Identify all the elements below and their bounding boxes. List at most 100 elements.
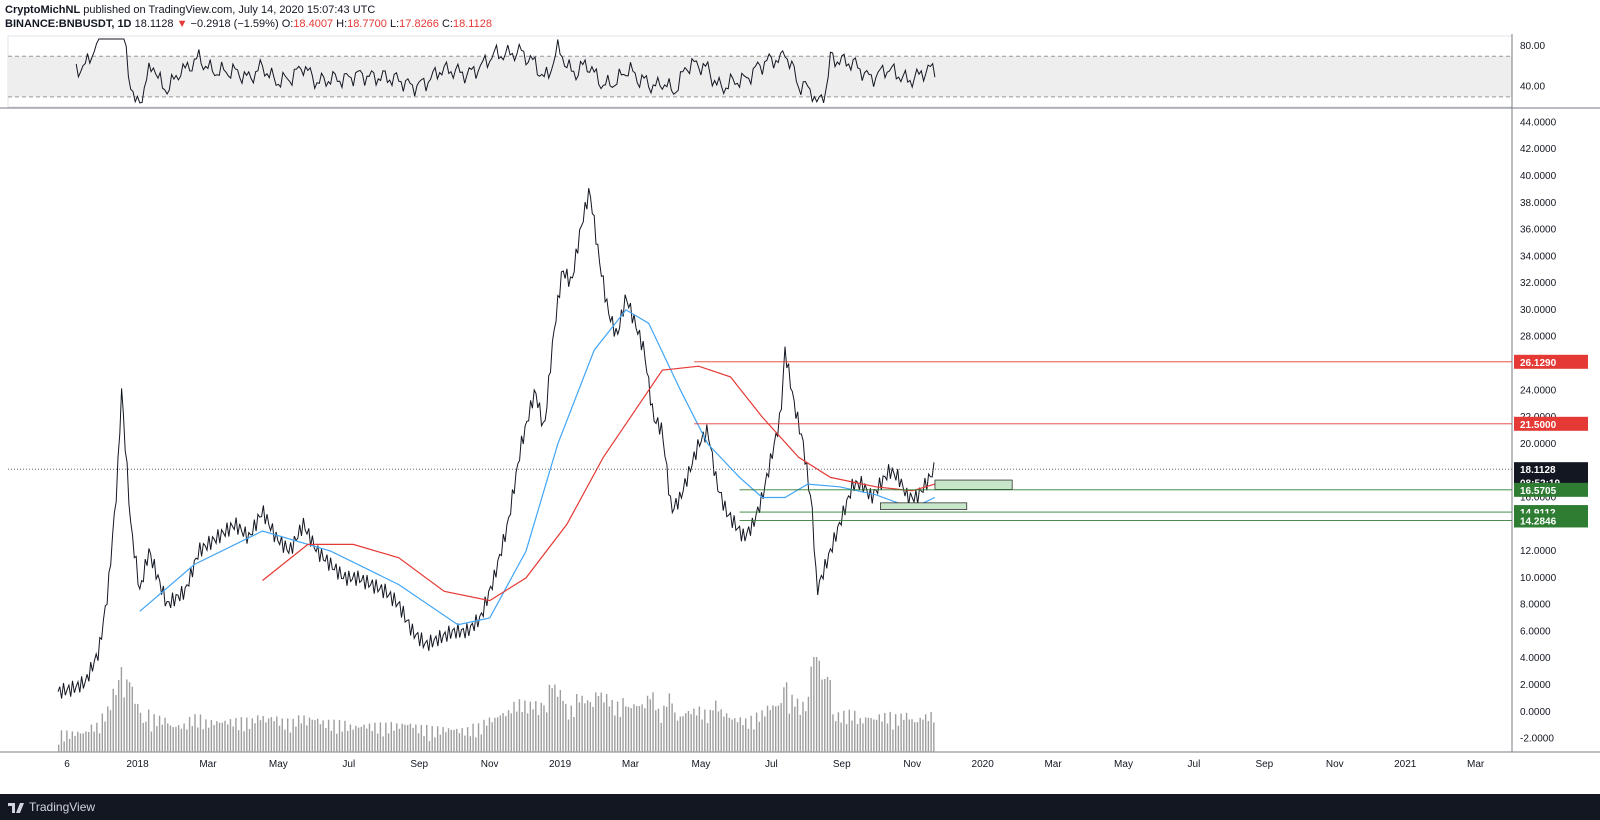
volume-bar bbox=[472, 723, 474, 752]
volume-bar bbox=[156, 726, 158, 752]
volume-bar bbox=[295, 726, 297, 752]
volume-bar bbox=[723, 716, 725, 752]
volume-bar bbox=[559, 690, 562, 752]
volume-bar bbox=[777, 705, 780, 752]
volume-bar bbox=[420, 725, 422, 752]
volume-bar bbox=[785, 682, 788, 752]
volume-bar bbox=[494, 717, 496, 752]
volume-bar bbox=[578, 702, 581, 752]
volume-bar bbox=[657, 708, 660, 752]
volume-bar bbox=[701, 719, 703, 752]
volume-bar bbox=[859, 718, 861, 752]
volume-bar bbox=[387, 733, 390, 752]
volume-bar bbox=[644, 708, 646, 752]
time-tick-label: Mar bbox=[622, 759, 640, 770]
volume-bar bbox=[218, 722, 221, 752]
volume-bar bbox=[537, 714, 540, 752]
volume-bar bbox=[834, 721, 837, 752]
volume-bar bbox=[521, 711, 523, 752]
volume-bar bbox=[769, 710, 771, 752]
price-chart[interactable]: 80.00 40.00 44.0000 42.0000 40.0000 38.0000 3… bbox=[0, 34, 1600, 794]
volume-bar bbox=[254, 723, 256, 752]
tradingview-logo[interactable]: TradingView bbox=[8, 800, 95, 814]
volume-bar bbox=[82, 733, 84, 752]
time-tick-label: Jul bbox=[765, 759, 778, 770]
volume-bar bbox=[137, 704, 139, 752]
price-tag-bg bbox=[1514, 462, 1588, 477]
volume-bar bbox=[273, 721, 275, 752]
volume-bar bbox=[366, 728, 368, 752]
volume-bar bbox=[469, 736, 472, 752]
volume-bar bbox=[434, 737, 436, 752]
volume-bar bbox=[120, 667, 123, 752]
volume-bar bbox=[755, 712, 758, 752]
volume-bar bbox=[802, 701, 804, 752]
volume-bar bbox=[202, 729, 204, 752]
ohlc-line: BINANCE:BNBUSDT, 1D 18.1128 ▼ −0.2918 (−… bbox=[5, 18, 492, 30]
time-tick-label: 2020 bbox=[972, 759, 995, 770]
price-tick-label: 28.0000 bbox=[1520, 332, 1557, 343]
volume-bar bbox=[292, 718, 294, 752]
volume-bar bbox=[589, 702, 592, 752]
volume-bar bbox=[439, 734, 442, 752]
volume-bar bbox=[126, 679, 128, 752]
price-tick-label: 20.0000 bbox=[1520, 439, 1557, 450]
volume-bar bbox=[325, 728, 327, 752]
volume-bar bbox=[355, 725, 357, 752]
volume-bar bbox=[881, 721, 883, 752]
volume-bar bbox=[237, 730, 240, 752]
volume-bar bbox=[687, 711, 690, 752]
close-value: 18.1128 bbox=[452, 18, 492, 30]
price-tag-label: 18.1128 bbox=[1520, 465, 1556, 476]
rsi-tick-label: 40.00 bbox=[1520, 82, 1545, 93]
volume-bar bbox=[567, 719, 570, 752]
volume-bar bbox=[428, 741, 431, 752]
time-tick-label: Nov bbox=[903, 759, 921, 770]
price-pane: 44.0000 42.0000 40.0000 38.0000 36.0000 34.00… bbox=[0, 34, 1600, 753]
volume-bar bbox=[346, 730, 349, 752]
volume-bar bbox=[799, 714, 801, 752]
volume-bar bbox=[753, 729, 755, 752]
price-tick-label: 8.0000 bbox=[1520, 600, 1551, 611]
volume-bar bbox=[453, 729, 455, 752]
volume-bar bbox=[109, 710, 112, 752]
volume-bar bbox=[886, 723, 889, 752]
volume-bar bbox=[660, 722, 662, 752]
volume-bar bbox=[709, 709, 711, 752]
volume-bar bbox=[573, 716, 575, 752]
volume-bar bbox=[349, 724, 352, 752]
volume-bar bbox=[486, 725, 488, 752]
price-tag-bg bbox=[1514, 513, 1588, 528]
time-tick-label: Jul bbox=[1188, 759, 1201, 770]
volume-bar bbox=[352, 729, 354, 752]
volume-bar bbox=[417, 733, 420, 752]
price-tick-label: 36.0000 bbox=[1520, 225, 1557, 236]
volume-bar bbox=[832, 714, 834, 752]
volume-bar bbox=[848, 709, 851, 752]
volume-bar bbox=[404, 724, 406, 752]
volume-bar bbox=[625, 706, 627, 752]
volume-bar bbox=[507, 710, 510, 752]
volume-bar bbox=[117, 680, 120, 752]
volume-bar bbox=[360, 726, 363, 752]
volume-bar bbox=[316, 718, 319, 752]
volume-bar bbox=[736, 722, 739, 752]
volume-bar bbox=[466, 727, 469, 752]
volume-bar bbox=[232, 726, 234, 752]
volume-bar bbox=[649, 699, 651, 752]
volume-bar bbox=[199, 714, 202, 752]
volume-bar bbox=[616, 701, 619, 752]
volume-bar bbox=[180, 728, 183, 752]
volume-bar bbox=[712, 710, 714, 752]
symbol-label: BINANCE:BNBUSDT, 1D bbox=[5, 18, 132, 30]
volume-bar bbox=[750, 715, 752, 752]
price-tick-label: 12.0000 bbox=[1520, 546, 1557, 557]
open-label: O: bbox=[281, 18, 294, 30]
volume-bar bbox=[128, 682, 131, 752]
author-name[interactable]: CryptoMichNL bbox=[5, 4, 81, 16]
volume-bar bbox=[878, 714, 881, 752]
volume-bar bbox=[158, 715, 161, 752]
time-tick-label: 6 bbox=[64, 759, 70, 770]
volume-bar bbox=[436, 726, 439, 752]
volume-bar bbox=[911, 719, 913, 752]
